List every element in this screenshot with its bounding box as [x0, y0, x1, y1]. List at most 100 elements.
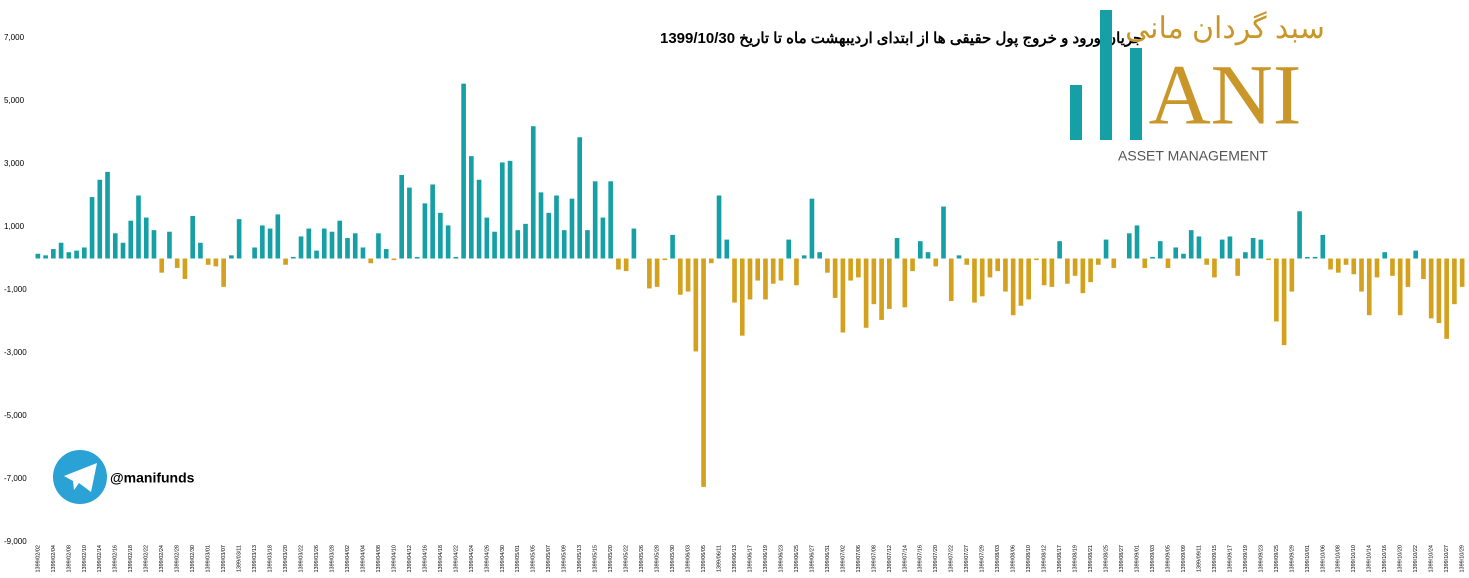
- bar: [964, 258, 970, 265]
- x-tick-label: 1399/06/23: [778, 545, 784, 573]
- bar: [182, 258, 188, 279]
- bar: [105, 171, 110, 259]
- bar: [840, 258, 846, 333]
- x-tick-label: 1399/08/25: [1104, 545, 1110, 573]
- bar: [1258, 239, 1264, 259]
- bar: [739, 258, 745, 336]
- x-tick-label: 1399/08/10: [1026, 545, 1032, 573]
- bar: [592, 181, 598, 259]
- x-tick-label: 1399/04/12: [407, 545, 413, 573]
- x-tick-label: 1399/03/26: [314, 545, 320, 573]
- x-tick-label: 1399/07/06: [856, 545, 862, 573]
- bar: [848, 258, 853, 281]
- bar: [1196, 236, 1202, 259]
- bar: [1219, 239, 1225, 259]
- bar: [515, 230, 521, 259]
- bar: [1374, 258, 1380, 278]
- bar: [151, 230, 157, 259]
- x-tick-label: 1399/10/10: [1351, 545, 1357, 573]
- bar: [507, 160, 513, 259]
- x-tick-label: 1399/02/10: [82, 545, 88, 573]
- bar: [1057, 241, 1062, 259]
- telegram: @manifunds: [53, 450, 195, 504]
- x-tick-label: 1399/09/29: [1289, 545, 1295, 573]
- bar: [190, 215, 196, 259]
- bar: [1328, 258, 1333, 270]
- x-tick-label: 1399/06/31: [825, 545, 831, 573]
- bar: [910, 258, 915, 272]
- bar: [585, 230, 590, 259]
- bar: [1235, 258, 1240, 276]
- bar: [260, 225, 265, 259]
- bar: [523, 223, 528, 259]
- bar: [314, 250, 319, 259]
- bar: [732, 258, 737, 303]
- bar: [832, 258, 838, 298]
- bar: [198, 242, 203, 259]
- logo-bar: [1100, 10, 1112, 140]
- x-tick-label: 1399/07/12: [887, 545, 893, 573]
- x-tick-label: 1399/02/02: [35, 545, 41, 573]
- bar: [453, 256, 459, 259]
- logo-tagline: ASSET MANAGEMENT: [1118, 148, 1268, 164]
- bar: [933, 258, 939, 267]
- bar: [267, 228, 273, 259]
- bar: [941, 206, 946, 259]
- x-tick-label: 1399/02/28: [175, 545, 181, 573]
- x-tick-label: 1399/05/13: [577, 545, 583, 573]
- bar: [1227, 236, 1233, 259]
- x-tick-label: 1399/09/17: [1227, 545, 1233, 573]
- bar: [1126, 233, 1132, 259]
- logo: سبد گردان مانی ANI ASSET MANAGEMENT: [1070, 10, 1325, 164]
- bar: [1452, 258, 1457, 305]
- bar: [252, 247, 257, 259]
- bar: [1134, 225, 1140, 259]
- bar: [554, 195, 559, 259]
- bar: [631, 228, 637, 259]
- bar: [1181, 253, 1186, 259]
- bar: [1436, 258, 1442, 324]
- bar: [438, 212, 443, 259]
- bar: [600, 217, 606, 259]
- bar: [972, 258, 977, 303]
- chart-title: جریان ورود و خروج پول حقیقی ها از ابتدای…: [660, 30, 1142, 48]
- x-tick-label: 1399/02/16: [113, 545, 119, 573]
- bar: [678, 258, 683, 295]
- bar: [546, 212, 552, 259]
- bar: [461, 83, 466, 259]
- bar: [1142, 258, 1148, 268]
- bar: [670, 234, 675, 259]
- bar: [66, 252, 72, 259]
- bar: [1088, 258, 1093, 283]
- bar: [825, 258, 830, 273]
- logo-bar: [1070, 85, 1082, 140]
- x-tick-label: 1399/10/24: [1429, 545, 1435, 573]
- bar: [538, 192, 544, 259]
- bar: [1266, 258, 1271, 261]
- bar: [89, 197, 95, 259]
- x-tick-label: 1399/10/20: [1398, 545, 1404, 573]
- bar: [662, 258, 668, 261]
- bar: [414, 256, 420, 259]
- bar: [275, 214, 281, 259]
- logo-persian: سبد گردان مانی: [1125, 11, 1325, 46]
- bar: [74, 250, 79, 259]
- bar: [1390, 258, 1395, 276]
- x-tick-label: 1399/02/04: [51, 545, 57, 573]
- x-tick-label: 1399/07/02: [840, 545, 846, 573]
- x-tick-label: 1399/02/22: [144, 545, 150, 573]
- y-tick-label: -9,000: [4, 537, 27, 546]
- x-tick-label: 1399/06/13: [732, 545, 738, 573]
- bar: [1304, 256, 1310, 259]
- x-tick-label: 1399/06/11: [716, 545, 722, 572]
- bar: [863, 258, 869, 328]
- bar: [755, 258, 761, 281]
- bar: [1018, 258, 1024, 306]
- bar: [987, 258, 993, 278]
- bar: [1366, 258, 1372, 316]
- x-tick-label: 1399/05/07: [546, 545, 552, 573]
- bar: [1281, 258, 1287, 346]
- x-tick-label: 1399/04/16: [422, 545, 428, 573]
- bar: [801, 255, 807, 259]
- bar: [1459, 258, 1465, 287]
